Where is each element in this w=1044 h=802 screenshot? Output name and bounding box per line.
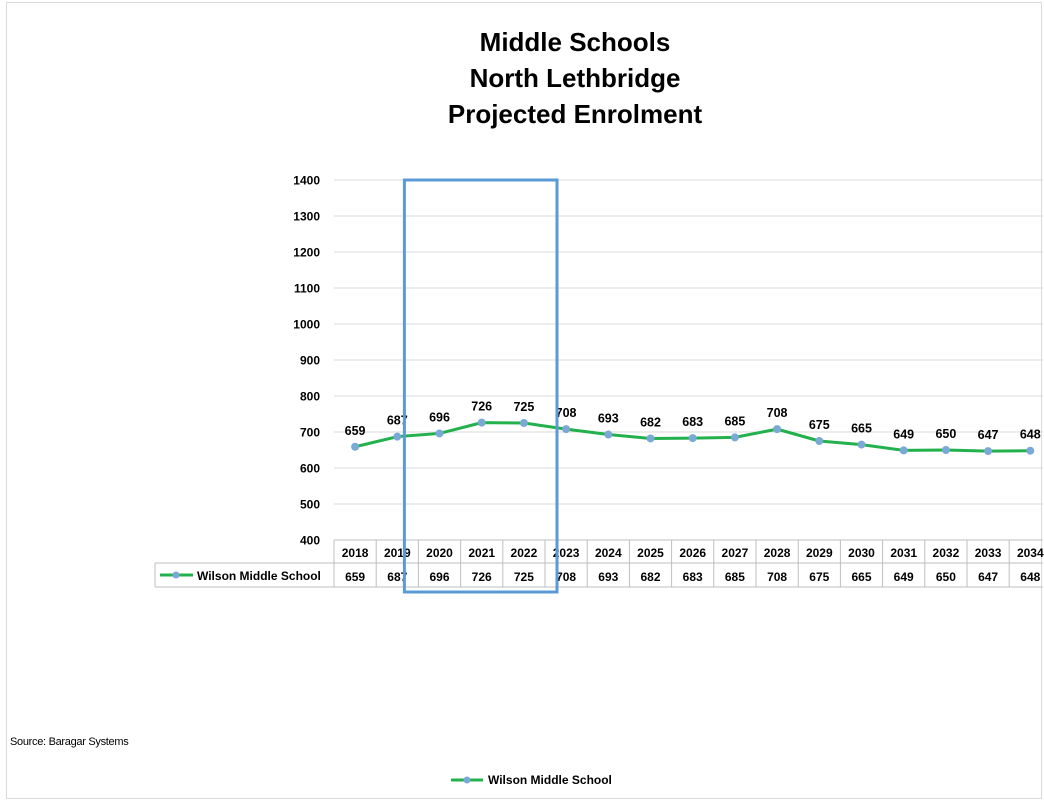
table-value: 687: [387, 570, 407, 584]
table-value: 647: [978, 570, 998, 584]
table-value: 708: [556, 570, 576, 584]
y-tick-labels: 400 500 600 700 800 900 1000 1100 1200 1300 1400: [293, 174, 320, 548]
series-markers: [351, 418, 1035, 456]
data-label: 650: [935, 427, 956, 441]
highlight-box: [402, 178, 559, 594]
table-value: 708: [767, 570, 787, 584]
x-tick-label: 2023: [553, 546, 580, 560]
y-tick-label: 1400: [293, 174, 320, 188]
y-tick-label: 800: [300, 390, 320, 404]
table-value: 650: [936, 570, 956, 584]
table-value: 675: [809, 570, 829, 584]
data-point: [857, 440, 866, 449]
table-series-name: Wilson Middle School: [197, 569, 321, 583]
x-tick-label: 2024: [595, 546, 622, 560]
x-tick-label: 2028: [764, 546, 791, 560]
data-label: 665: [851, 422, 872, 436]
chart-frame: [6, 2, 1042, 799]
data-label: 675: [809, 418, 830, 432]
legend-line-icon: [451, 776, 483, 784]
highlight-box-layer: [402, 178, 559, 594]
x-tick-label: 2018: [342, 546, 369, 560]
y-tick-label: 1200: [293, 246, 320, 260]
y-tick-label: 1100: [294, 282, 320, 296]
data-label: 693: [598, 412, 619, 426]
y-tick-label: 1000: [293, 318, 320, 332]
legend: Wilson Middle School: [450, 770, 612, 790]
y-tick-label: 1300: [293, 210, 320, 224]
data-point: [730, 433, 739, 442]
grid-layer: [334, 179, 1043, 505]
data-labels: 659 687 696 726 725 708 693 682 683 685 708 675 665 6…: [345, 400, 1041, 442]
x-tick-label: 2034: [1017, 546, 1044, 560]
data-point: [435, 429, 444, 438]
x-tick-label: 2032: [933, 546, 960, 560]
table-value: 682: [640, 570, 660, 584]
x-tick-label: 2026: [679, 546, 706, 560]
source-note: Source: Baragar Systems: [10, 736, 129, 748]
data-label: 708: [556, 406, 577, 420]
data-point: [941, 446, 950, 454]
data-point: [899, 446, 908, 455]
chart-title-line-3: Projected Enrolment: [447, 99, 703, 129]
y-tick-label: 900: [300, 354, 320, 368]
y-tick-label: 700: [300, 426, 320, 440]
data-point: [646, 434, 655, 443]
data-label: 708: [767, 406, 788, 420]
data-point: [688, 434, 697, 443]
table-value: 659: [345, 570, 365, 584]
data-point: [562, 425, 571, 434]
data-point: [984, 447, 993, 456]
x-tick-label: 2030: [848, 546, 875, 560]
data-point: [815, 437, 824, 445]
y-tick-label: 400: [300, 534, 320, 548]
data-point: [393, 432, 402, 441]
data-label: 696: [429, 410, 450, 424]
chart-title-line-1: Middle Schools: [479, 27, 671, 57]
table-value: 693: [598, 570, 618, 584]
table-series-key-marker: [172, 571, 180, 579]
data-label: 682: [640, 415, 661, 429]
x-tick-label: 2025: [637, 546, 664, 560]
table-value: 665: [851, 570, 871, 584]
x-tick-label: 2019: [384, 546, 411, 560]
data-label: 649: [893, 427, 914, 441]
data-label: 685: [724, 414, 745, 428]
x-tick-label: 2033: [975, 546, 1002, 560]
x-tick-label: 2020: [426, 546, 453, 560]
data-point: [773, 425, 782, 434]
data-point: [351, 442, 360, 451]
table-value: 726: [472, 570, 492, 584]
data-table: 2018 659 2019 687 2020 696 2021 726 2022 725 2023 7…: [154, 539, 1044, 588]
table-value: 696: [429, 570, 449, 584]
y-tick-label: 500: [300, 498, 320, 512]
x-tick-label: 2022: [511, 546, 538, 560]
data-point: [1026, 446, 1035, 455]
data-label: 725: [513, 400, 534, 414]
x-tick-label: 2027: [722, 546, 749, 560]
data-point: [519, 419, 528, 427]
data-point: [604, 430, 613, 439]
data-label: 659: [345, 424, 366, 438]
table-value: 683: [683, 570, 703, 584]
table-value: 685: [725, 570, 745, 584]
data-point: [477, 418, 486, 427]
y-tick-label: 600: [300, 462, 320, 476]
data-label: 687: [387, 414, 408, 428]
chart-title-line-2: North Lethbridge: [469, 63, 681, 93]
data-label: 648: [1020, 428, 1041, 442]
x-tick-label: 2031: [890, 546, 917, 560]
chart-title: Middle Schools North Lethbridge Projecte…: [300, 24, 850, 132]
table-value: 725: [514, 570, 534, 584]
data-label: 647: [978, 428, 999, 442]
table-value: 649: [894, 570, 914, 584]
data-label: 683: [682, 415, 703, 429]
legend-label: Wilson Middle School: [488, 773, 612, 787]
data-label: 726: [471, 400, 492, 414]
table-value: 648: [1020, 570, 1040, 584]
x-tick-label: 2029: [806, 546, 833, 560]
x-tick-label: 2021: [468, 546, 495, 560]
